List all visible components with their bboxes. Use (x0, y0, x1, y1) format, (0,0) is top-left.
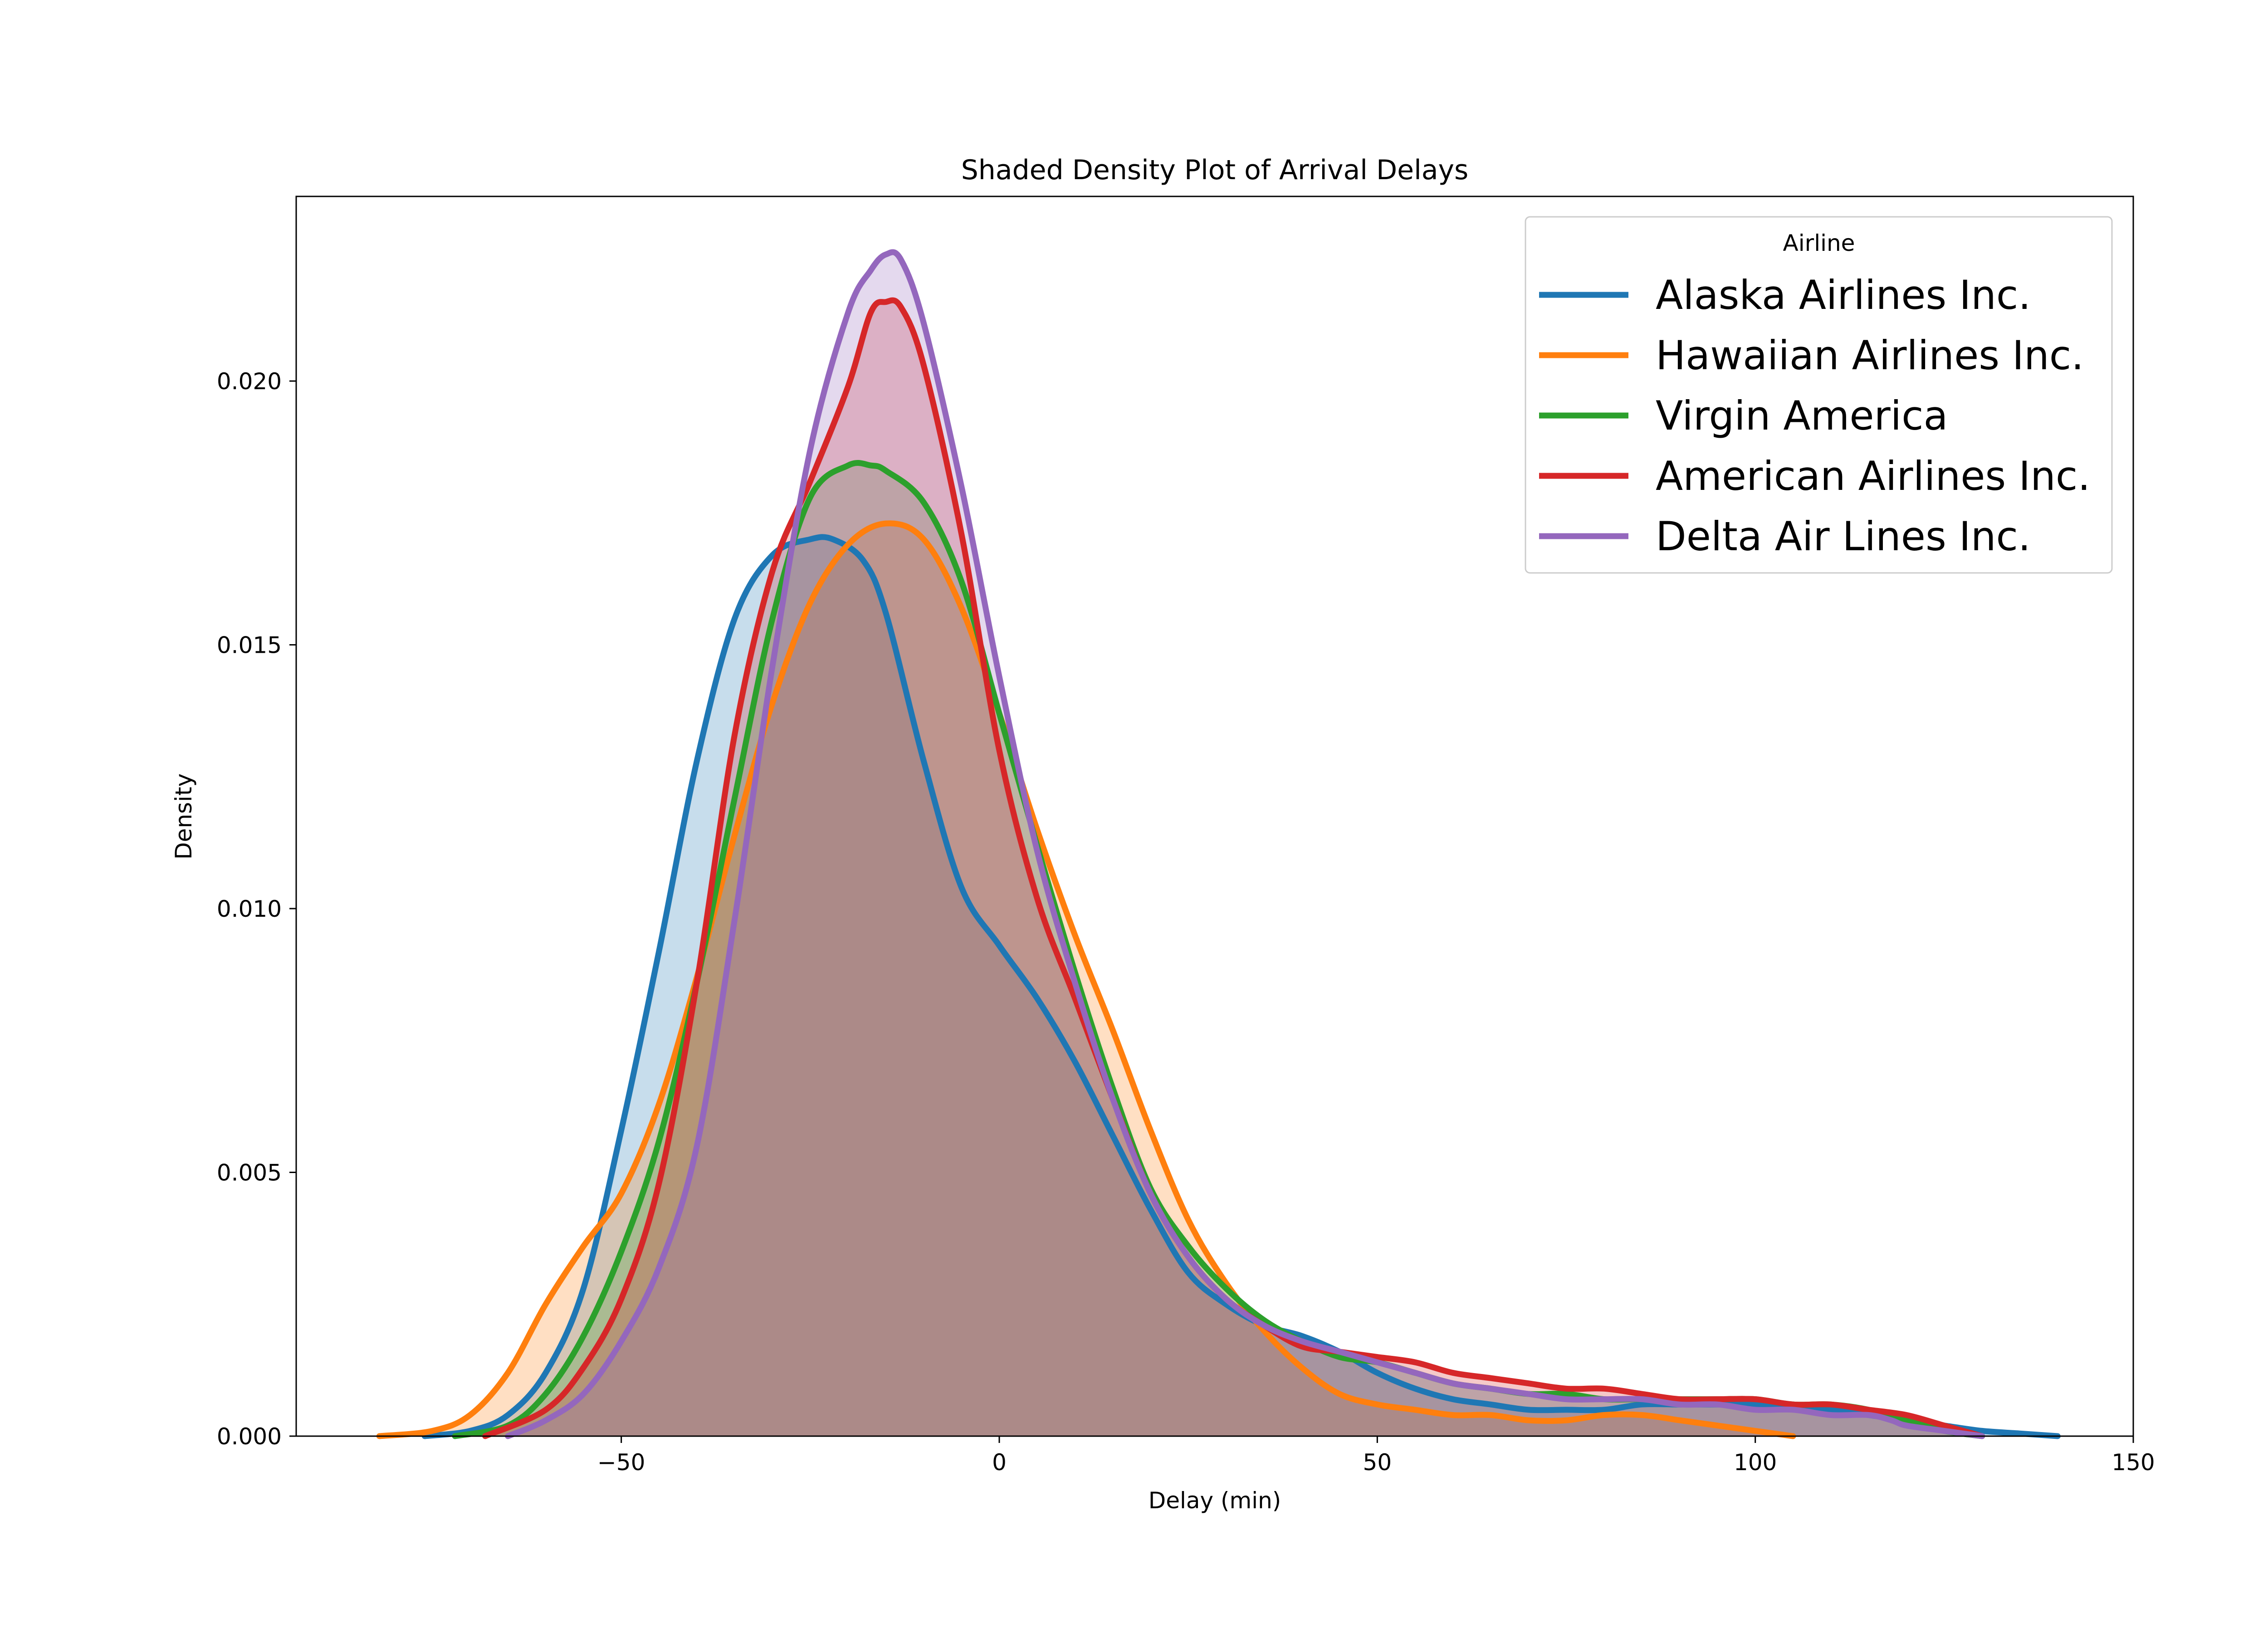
density-fill-american-airlines-inc (485, 300, 1982, 1437)
x-tick-label: 100 (1734, 1449, 1777, 1476)
x-tick-label: 150 (2112, 1449, 2155, 1476)
series-fills (379, 252, 2058, 1437)
legend-title: Airline (1783, 230, 1855, 256)
x-tick-label: 0 (992, 1449, 1007, 1476)
y-tick-label: 0.015 (217, 632, 282, 659)
density-line-american-airlines-inc (482, 297, 1985, 1439)
density-line-delta-air-lines-inc (505, 249, 1985, 1439)
legend: Airline Alaska Airlines Inc. Hawaiian Air… (1525, 216, 2113, 574)
legend-items: Alaska Airlines Inc. Hawaiian Airlines In… (1539, 272, 2090, 560)
y-axis: 0.000 0.005 0.010 0.015 0.020 (217, 368, 296, 1450)
density-fill-delta-air-lines-inc (508, 252, 1982, 1437)
x-axis-label: Delay (min) (1149, 1487, 1281, 1514)
y-tick-label: 0.005 (217, 1160, 282, 1186)
x-tick-label: −50 (597, 1449, 645, 1476)
legend-box (1525, 216, 2113, 574)
plot-frame (295, 196, 2134, 1437)
legend-label: Alaska Airlines Inc. (1656, 272, 2031, 318)
series-lines (376, 249, 2061, 1439)
density-fill-hawaiian-airlines-inc (379, 523, 1793, 1436)
density-fill-alaska-airlines-inc (425, 537, 2058, 1436)
y-tick-label: 0.000 (217, 1423, 282, 1450)
density-fill-virgin-america (455, 463, 1982, 1437)
y-axis-label: Density (171, 773, 197, 860)
legend-label: Hawaiian Airlines Inc. (1656, 332, 2084, 379)
x-tick-label: 50 (1363, 1449, 1392, 1476)
y-tick-label: 0.010 (217, 896, 282, 922)
legend-label: American Airlines Inc. (1656, 453, 2090, 499)
density-line-hawaiian-airlines-inc (376, 520, 1796, 1439)
y-tick-label: 0.020 (217, 368, 282, 395)
legend-label: Delta Air Lines Inc. (1656, 513, 2031, 560)
x-axis: −50 0 50 100 150 (597, 1436, 2155, 1476)
chart-title: Shaded Density Plot of Arrival Delays (961, 154, 1469, 186)
legend-label: Virgin America (1656, 392, 1948, 439)
